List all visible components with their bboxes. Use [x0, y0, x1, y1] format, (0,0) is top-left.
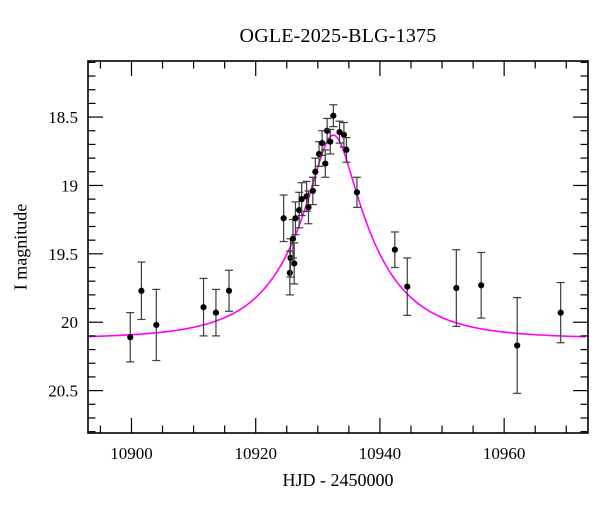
data-point [404, 283, 411, 290]
x-tick-label: 10960 [483, 444, 526, 463]
data-point [298, 196, 305, 203]
model-light-curve [87, 134, 586, 338]
x-tick-label: 10900 [110, 444, 153, 463]
data-point [340, 131, 348, 138]
data-point [309, 187, 316, 195]
data-point [280, 215, 287, 222]
data-point [343, 146, 350, 153]
data-point [453, 284, 460, 292]
data-point [327, 138, 334, 145]
data-point [557, 309, 564, 316]
data-point [324, 127, 331, 134]
y-tick-label: 20 [61, 313, 78, 332]
plot-frame [87, 60, 589, 434]
y-tick-label: 20.5 [48, 382, 78, 401]
data-point [291, 260, 298, 267]
data-point [153, 321, 160, 329]
y-tick-label: 19 [61, 176, 78, 195]
data-point [138, 287, 145, 294]
data-point [330, 112, 337, 119]
data-point [305, 204, 312, 211]
y-axis-label: I magnitude [10, 203, 31, 291]
data-point [315, 150, 323, 158]
chart-title: OGLE-2025-BLG-1375 [239, 25, 437, 47]
x-tick-label: 10940 [359, 444, 402, 463]
data-point [212, 309, 220, 316]
data-point [312, 168, 319, 175]
data-point [322, 160, 329, 167]
data-point [391, 246, 398, 253]
data-point [200, 304, 207, 311]
data-point [478, 282, 485, 289]
data-point [319, 139, 326, 147]
x-axis-label: HJD - 2450000 [282, 470, 394, 490]
y-tick-label: 19.5 [48, 245, 78, 264]
data-point [127, 334, 134, 341]
data-point [289, 235, 297, 242]
data-point [353, 189, 361, 196]
data-point [225, 287, 233, 294]
data-point [286, 269, 293, 277]
data-point [514, 342, 521, 349]
data-point [292, 215, 299, 222]
x-tick-label: 10920 [234, 444, 277, 463]
y-tick-label: 18.5 [48, 108, 78, 127]
data-point [296, 206, 303, 214]
